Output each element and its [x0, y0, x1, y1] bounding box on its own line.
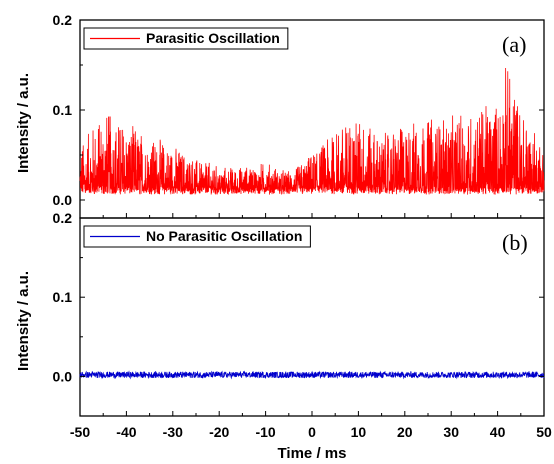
panel-b-tag: (b)	[502, 230, 528, 255]
y-tick-label: 0.1	[53, 289, 73, 305]
panel-b-y-axis-label: Intensity / a.u.	[15, 271, 32, 371]
panel-a-legend-label: Parasitic Oscillation	[146, 30, 280, 46]
panel-b-legend: No Parasitic Oscillation	[83, 225, 311, 248]
parasitic-oscillation-trace	[79, 68, 545, 195]
x-tick-label: -10	[255, 424, 275, 440]
panel-b-legend-label: No Parasitic Oscillation	[146, 228, 302, 244]
panel-b: 0.0 0.1 0.2 -50 -40 -30 -20 -10 0 10 20 30 40 50 No …	[15, 210, 552, 440]
y-tick-label: 0.0	[53, 368, 73, 384]
x-tick-label: 30	[443, 424, 459, 440]
panel-a-tag: (a)	[502, 32, 526, 57]
y-tick-label: 0.2	[53, 12, 73, 28]
no-parasitic-oscillation-trace	[79, 370, 545, 380]
panel-a-legend: Parasitic Oscillation	[83, 27, 289, 50]
panel-b-frame	[79, 217, 545, 417]
panel-a-y-ticks: 0.0 0.1 0.2	[53, 12, 544, 208]
y-tick-label: 0.0	[53, 192, 73, 208]
panel-a-y-axis-label: Intensity / a.u.	[15, 73, 32, 173]
x-axis-label: Time / ms	[278, 445, 347, 462]
panel-b-x-ticks: -50 -40 -30 -20 -10 0 10 20 30 40 50	[70, 411, 552, 440]
y-tick-label: 0.1	[53, 102, 73, 118]
x-tick-label: -20	[209, 424, 229, 440]
x-tick-label: 0	[308, 424, 316, 440]
panel-a-x-ticks	[79, 213, 545, 218]
panel-b-legend-box	[83, 225, 311, 248]
x-tick-label: -50	[70, 424, 90, 440]
y-tick-label: 0.2	[53, 210, 73, 226]
panel-b-y-ticks: 0.0 0.1 0.2	[53, 210, 544, 384]
panel-a-legend-box	[83, 27, 289, 50]
x-tick-label: -30	[163, 424, 183, 440]
panel-a: 0.0 0.1 0.2 Parasitic Oscillation (a) Inte…	[15, 12, 545, 219]
x-tick-label: 40	[490, 424, 506, 440]
x-tick-label: 50	[536, 424, 552, 440]
x-tick-label: 20	[397, 424, 413, 440]
x-tick-label: -40	[116, 424, 136, 440]
x-tick-label: 10	[351, 424, 367, 440]
